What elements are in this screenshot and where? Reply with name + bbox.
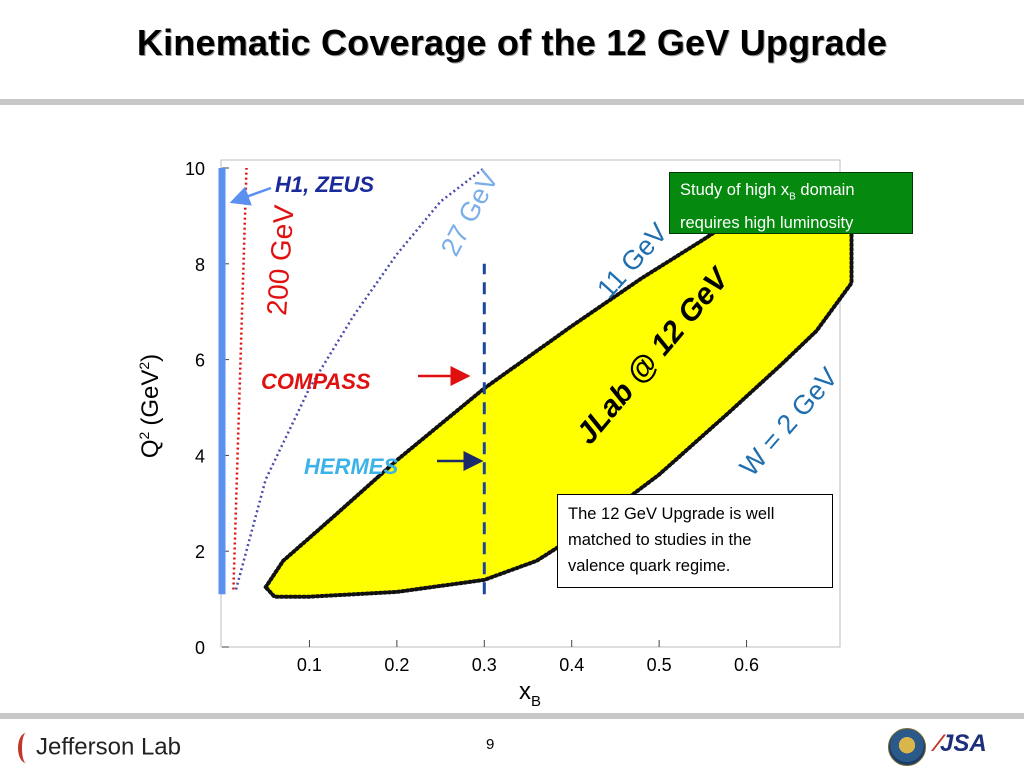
y-tick-label: 10 [185, 159, 205, 179]
y-tick-label: 4 [195, 446, 205, 466]
note-text: Study of high x [680, 181, 790, 199]
x-tick-label: 0.2 [384, 655, 409, 675]
high-luminosity-note: Study of high xB domain requires high lu… [669, 172, 913, 234]
logo-swirl-icon [18, 733, 34, 763]
valence-regime-note: The 12 GeV Upgrade is well matched to st… [557, 494, 833, 588]
jefferson-lab-logo: Jefferson Lab [18, 733, 181, 763]
note-line2: matched to studies in the [568, 531, 752, 549]
logo-text: Jefferson Lab [36, 733, 181, 761]
note-text-line2: requires high luminosity [680, 214, 854, 233]
x-tick-label: 0.4 [559, 655, 584, 675]
title-divider [0, 99, 1024, 105]
y-tick-label: 8 [195, 255, 205, 275]
jsa-logo: ∕JSA [936, 730, 987, 757]
footer-divider [0, 713, 1024, 719]
y-axis-label: Q2(GeV2) [136, 354, 164, 458]
x-tick-label: 0.5 [647, 655, 672, 675]
y-tick-label: 6 [195, 351, 205, 371]
x-tick-label: 0.3 [472, 655, 497, 675]
note-text-end: domain [795, 181, 855, 199]
y-tick-label: 0 [195, 638, 205, 658]
series-jlab-12-gev [263, 180, 854, 599]
note-subscript: B [789, 191, 796, 203]
label-h1-zeus: H1, ZEUS [275, 172, 374, 197]
series-200-gev [232, 167, 248, 590]
y-tick-label: 2 [195, 542, 205, 562]
arrow-h1-zeus [229, 186, 272, 206]
x-tick-label: 0.1 [297, 655, 322, 675]
label-hermes: HERMES [304, 454, 398, 479]
x-tick-label: 0.6 [734, 655, 759, 675]
x-axis-label: xB [519, 678, 541, 710]
doe-seal-icon [888, 728, 926, 766]
slide-title: Kinematic Coverage of the 12 GeV Upgrade [136, 22, 888, 63]
label-200gev: 200 GeV [261, 204, 300, 317]
note-line3: valence quark regime. [568, 557, 731, 575]
label-compass: COMPASS [261, 369, 371, 394]
page-number: 9 [486, 736, 495, 753]
note-line1: The 12 GeV Upgrade is well [568, 505, 775, 523]
